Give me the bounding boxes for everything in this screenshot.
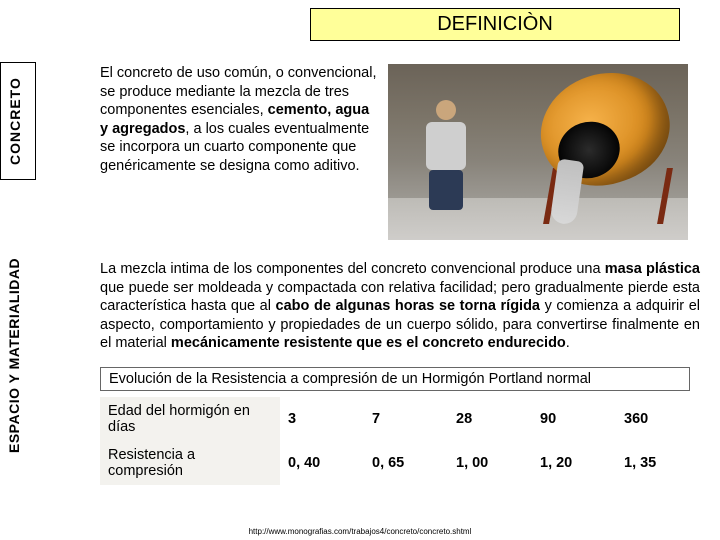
page-title: DEFINICIÒN	[310, 8, 680, 41]
p2-text-4: .	[566, 335, 570, 351]
age-cell: 28	[448, 397, 532, 441]
age-cell: 7	[364, 397, 448, 441]
age-cell: 90	[532, 397, 616, 441]
value-cell: 1, 20	[532, 441, 616, 485]
main-content: El concreto de uso común, o convencional…	[100, 64, 700, 485]
footer-source-url: http://www.monografias.com/trabajos4/con…	[0, 527, 720, 536]
table-row: Resistencia a compresión 0, 40 0, 65 1, …	[100, 441, 700, 485]
tab-espacio: ESPACIO Y MATERIALIDAD	[0, 210, 36, 500]
row1-label: Edad del hormigón en días	[100, 397, 280, 441]
age-cell: 360	[616, 397, 700, 441]
p2-text-1: La mezcla intima de los componentes del …	[100, 261, 605, 277]
resistance-table: Edad del hormigón en días 3 7 28 90 360 …	[100, 397, 700, 485]
value-cell: 1, 35	[616, 441, 700, 485]
value-cell: 0, 40	[280, 441, 364, 485]
table-row: Edad del hormigón en días 3 7 28 90 360	[100, 397, 700, 441]
left-tabs: CONCRETO ESPACIO Y MATERIALIDAD	[0, 62, 36, 500]
age-cell: 3	[280, 397, 364, 441]
p2-bold-3: mecánicamente resistente que es el concr…	[171, 335, 566, 351]
value-cell: 0, 65	[364, 441, 448, 485]
p2-bold-2: cabo de algunas horas se torna rígida	[276, 298, 540, 314]
tab-concreto: CONCRETO	[0, 62, 36, 180]
table-caption: Evolución de la Resistencia a compresión…	[100, 367, 690, 391]
row-intro: El concreto de uso común, o convencional…	[100, 64, 700, 240]
value-cell: 1, 00	[448, 441, 532, 485]
paragraph-2: La mezcla intima de los componentes del …	[100, 260, 700, 353]
row2-label: Resistencia a compresión	[100, 441, 280, 485]
paragraph-1: El concreto de uso común, o convencional…	[100, 64, 380, 240]
concrete-mixer-photo	[388, 64, 688, 240]
p2-bold-1: masa plástica	[605, 261, 700, 277]
photo-worker	[418, 100, 474, 208]
